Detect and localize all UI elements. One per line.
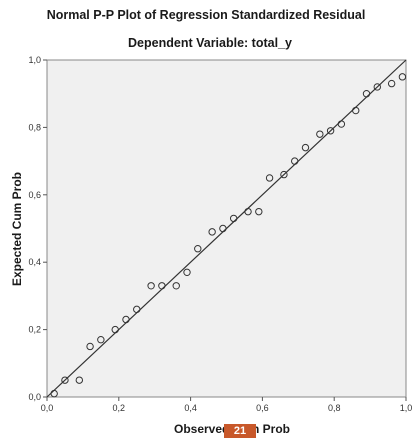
x-tick-label: 0,2	[113, 403, 126, 413]
data-point	[111, 325, 119, 334]
y-tick-label: 0,6	[28, 190, 41, 200]
page-number-badge: 21	[224, 424, 256, 438]
data-point	[244, 207, 252, 216]
data-point	[291, 157, 299, 165]
data-point	[387, 79, 396, 88]
x-tick-label: 0,6	[256, 403, 269, 413]
data-points	[50, 73, 407, 398]
x-axis-ticks: 0,0 0,2 0,4 0,6 0,8 1,0	[41, 397, 412, 413]
data-point	[133, 305, 141, 314]
data-point	[265, 174, 274, 182]
data-point	[86, 342, 94, 351]
data-point	[326, 127, 335, 135]
data-point	[280, 170, 288, 179]
y-tick-label: 0,2	[28, 325, 41, 335]
data-point	[97, 336, 105, 344]
data-point	[255, 207, 263, 216]
data-point	[50, 389, 58, 398]
y-tick-label: 1,0	[28, 55, 41, 65]
y-axis-ticks: 0,0 0,2 0,4 0,6 0,8 1,0	[28, 55, 47, 402]
data-point	[122, 315, 130, 324]
x-tick-label: 0,0	[41, 403, 54, 413]
data-point	[398, 73, 407, 81]
data-point	[337, 120, 346, 128]
chart-subtitle: Dependent Variable: total_y	[128, 36, 292, 50]
data-point	[316, 130, 324, 138]
data-point	[158, 282, 166, 290]
data-point	[229, 214, 238, 223]
y-tick-label: 0,0	[28, 392, 41, 402]
x-tick-label: 1,0	[400, 403, 412, 413]
data-point	[352, 106, 360, 115]
data-point	[362, 90, 371, 98]
chart-title: Normal P-P Plot of Regression Standardiz…	[47, 8, 366, 22]
data-point	[301, 143, 310, 152]
data-point	[373, 83, 381, 91]
data-point	[172, 282, 180, 290]
data-point	[61, 376, 69, 384]
y-tick-label: 0,8	[28, 122, 41, 132]
data-point	[147, 282, 155, 290]
y-tick-label: 0,4	[28, 257, 41, 267]
data-point	[194, 245, 202, 253]
data-point	[219, 224, 227, 233]
data-point	[75, 376, 84, 384]
data-point	[183, 268, 191, 277]
y-axis-label: Expected Cum Prob	[10, 172, 24, 286]
x-tick-label: 0,4	[184, 403, 197, 413]
x-tick-label: 0,8	[328, 403, 341, 413]
data-point	[208, 228, 216, 236]
